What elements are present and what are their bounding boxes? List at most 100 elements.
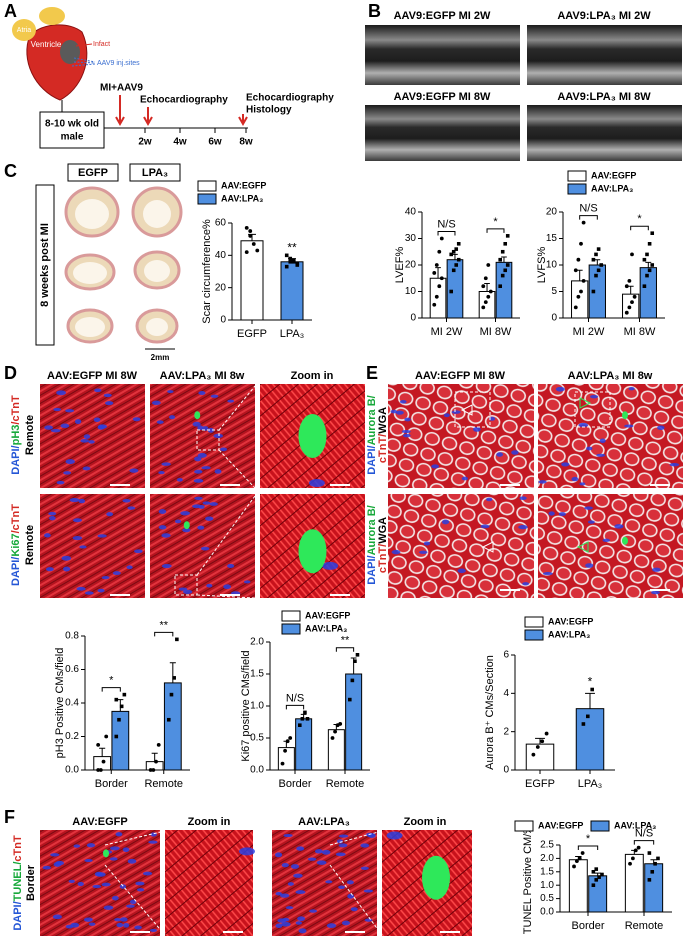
nucleus: [585, 563, 594, 568]
data-point: [248, 229, 253, 233]
nucleus: [561, 462, 570, 467]
data-point: [451, 268, 456, 273]
arrow: [115, 95, 125, 127]
nucleus: [360, 843, 370, 848]
nucleus: [308, 479, 325, 488]
data-point: [432, 271, 437, 275]
nucleus: [56, 390, 66, 396]
heart-sections: [64, 186, 183, 344]
label: Ventricle: [31, 40, 62, 49]
x-tick-label: LPA₃: [280, 328, 304, 340]
stain: cTnT/: [377, 544, 389, 573]
heart-atrium: [39, 7, 65, 25]
data-point: [594, 273, 598, 278]
nucleus: [207, 427, 214, 433]
legend-swatch: [590, 820, 610, 832]
legend-swatch: [524, 616, 544, 628]
y-tick-label: 30: [405, 233, 417, 244]
bar: [327, 729, 345, 771]
nucleus: [205, 516, 214, 521]
data-point: [596, 268, 601, 273]
label: AAV9 inj.sites: [97, 60, 140, 67]
x-tick-label: Border: [95, 778, 128, 790]
data-point: [505, 263, 510, 267]
nucleus: [399, 399, 407, 404]
nucleus: [210, 394, 219, 398]
nucleus: [401, 429, 411, 434]
nucleus: [275, 891, 282, 896]
data-point: [647, 242, 652, 246]
bar: [93, 756, 112, 771]
data-point: [451, 249, 456, 254]
nucleus: [431, 464, 440, 469]
data-point: [628, 861, 632, 866]
label: 4w: [173, 137, 187, 148]
y-tick-label: 40: [215, 250, 227, 261]
nucleus: [50, 428, 61, 433]
data-point: [284, 253, 289, 258]
row-title: Remote: [24, 415, 36, 455]
nucleus: [101, 576, 110, 580]
nucleus: [48, 511, 57, 516]
significance-bracket: [154, 631, 174, 637]
nucleus: [126, 565, 133, 570]
nucleus: [628, 387, 635, 391]
bar: [571, 280, 589, 319]
data-point: [624, 310, 629, 315]
data-point: [591, 870, 596, 874]
error-bar: [435, 267, 441, 279]
data-point: [439, 236, 444, 241]
zoom-box: [454, 391, 491, 428]
bar: [446, 259, 464, 319]
nucleus: [134, 549, 143, 554]
data-point: [535, 745, 540, 749]
data-point: [348, 697, 352, 702]
nucleus: [652, 567, 661, 572]
panel-letter: A: [4, 1, 17, 21]
nucleus: [53, 407, 62, 412]
x-tick-label: Border: [278, 778, 311, 790]
y-tick-label: 2.0: [540, 853, 554, 864]
panel-letter: C: [4, 161, 17, 181]
label: Histology: [246, 105, 292, 116]
nucleus: [174, 519, 182, 524]
label: Echocardiography: [140, 95, 228, 106]
y-tick-label: 0.6: [65, 664, 79, 675]
nucleus: [120, 917, 128, 922]
significance-bracket: [633, 840, 655, 845]
nucleus: [651, 590, 661, 595]
column-title: AAV:EGFP: [72, 816, 127, 828]
y-axis-label: LVFS%: [536, 247, 548, 284]
nucleus: [538, 480, 547, 484]
image-title: AAV9:EGFP MI 8W: [394, 91, 491, 103]
legend-swatch: [567, 183, 587, 195]
nucleus: [423, 541, 431, 546]
echo-image: [527, 25, 682, 85]
micrograph: [40, 494, 145, 598]
nucleus: [80, 439, 90, 443]
legend-swatch: [197, 180, 217, 192]
significance-bracket: [630, 225, 649, 231]
arrowhead: [576, 541, 589, 553]
nucleus: [214, 469, 222, 474]
nucleus: [169, 415, 176, 420]
x-tick-label: Remote: [326, 778, 365, 790]
significance-bracket: [335, 647, 355, 652]
nucleus: [45, 567, 54, 572]
data-point: [148, 768, 153, 772]
x-tick-label: MI 2W: [431, 326, 463, 338]
nucleus: [148, 840, 158, 844]
nucleus: [55, 860, 64, 866]
nucleus: [472, 427, 481, 432]
nucleus: [338, 834, 349, 838]
data-point: [284, 264, 289, 269]
nucleus: [390, 409, 398, 414]
legend-label: AAV:EGFP: [591, 170, 636, 180]
nucleus: [84, 591, 94, 595]
data-point: [591, 289, 596, 294]
data-point: [119, 704, 124, 709]
nucleus: [347, 893, 355, 899]
section: [146, 318, 168, 336]
label: 8w: [239, 137, 253, 148]
nucleus: [93, 417, 101, 422]
